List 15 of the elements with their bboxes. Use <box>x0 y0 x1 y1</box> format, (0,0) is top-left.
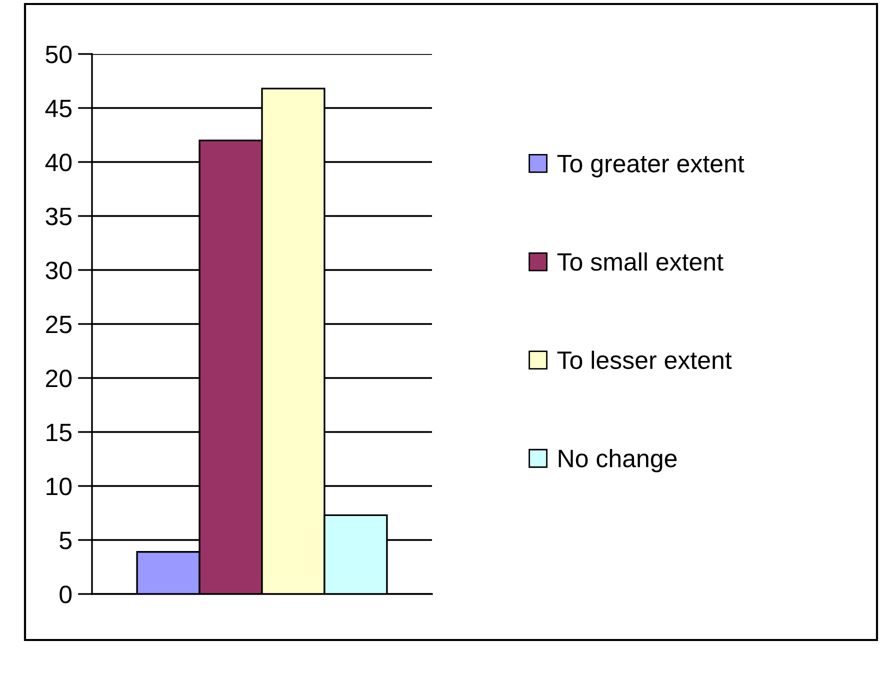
y-tick-label: 40 <box>45 154 72 172</box>
y-tick-label: 10 <box>46 478 72 496</box>
legend-label: To small extent <box>557 252 724 271</box>
y-tick-label: 45 <box>45 100 72 118</box>
y-tick-label: 50 <box>46 46 72 64</box>
legend-label: No change <box>558 449 677 472</box>
legend-label: To lesser extent <box>557 350 732 370</box>
y-tick-label: 15 <box>46 424 72 442</box>
legend-label: To greater extent <box>557 155 744 178</box>
y-tick-label: 30 <box>46 262 72 280</box>
y-tick-label: 25 <box>46 316 72 334</box>
y-tick-label: 20 <box>46 370 72 388</box>
y-tick-label: 0 <box>60 586 72 604</box>
y-tick-label: 35 <box>46 208 72 226</box>
y-tick-label: 5 <box>60 532 72 550</box>
